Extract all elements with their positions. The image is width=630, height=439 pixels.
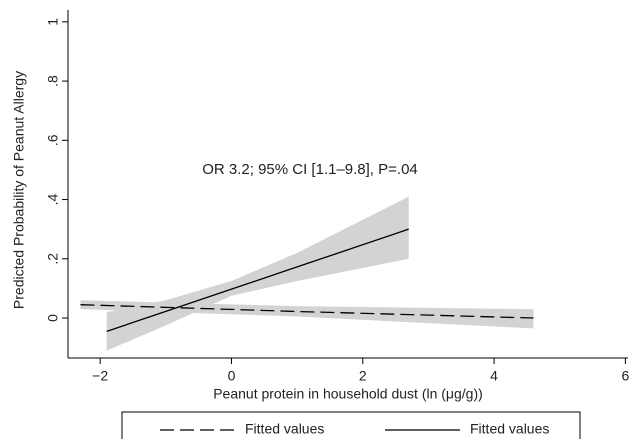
fit-line [80, 304, 534, 319]
y-tick-label: 1 [45, 18, 61, 26]
y-axis-label: Predicted Probability of Peanut Allergy [11, 71, 27, 309]
y-tick-label: .8 [45, 75, 61, 87]
y-tick-label: .6 [45, 134, 61, 146]
legend-label: Fitted values [470, 421, 549, 437]
x-tick-label: −2 [92, 368, 108, 384]
x-tick-label: 2 [359, 368, 367, 384]
annotation: OR 3.2; 95% CI [1.1–9.8], P=.04 [202, 161, 418, 178]
x-axis-label: Peanut protein in household dust (ln (μg… [213, 386, 483, 402]
x-tick-label: 6 [621, 368, 629, 384]
y-tick-label: 0 [45, 314, 61, 322]
y-tick-label: .2 [45, 253, 61, 265]
legend-label: Fitted values [245, 421, 324, 437]
ci-band [106, 196, 409, 351]
x-tick-label: 0 [228, 368, 236, 384]
fit-line [106, 228, 409, 332]
x-tick-label: 4 [490, 368, 498, 384]
legend-box [121, 411, 581, 439]
y-tick-label: .4 [45, 194, 61, 206]
